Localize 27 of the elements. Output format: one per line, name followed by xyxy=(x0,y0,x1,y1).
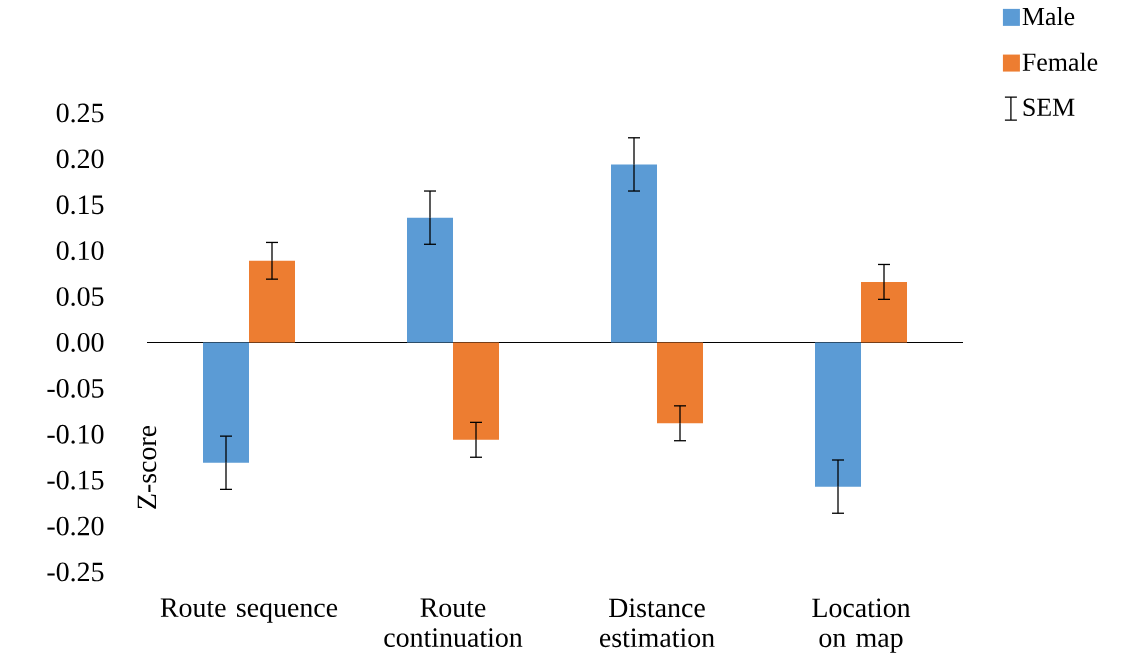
bar xyxy=(815,342,861,487)
bar xyxy=(453,342,499,440)
x-tick-label: Route continuation xyxy=(384,598,523,647)
bar xyxy=(611,164,657,343)
bar xyxy=(407,217,453,343)
y-tick-label: 0.15 xyxy=(56,195,104,215)
bar xyxy=(203,342,249,463)
text: SEM xyxy=(1023,98,1075,117)
bar xyxy=(249,260,295,343)
y-axis-title: Z-score xyxy=(137,425,157,509)
legend-label: Male xyxy=(1022,7,1075,26)
x-tick-label: Distance estimation xyxy=(599,598,715,648)
y-tick-label: 0.20 xyxy=(56,149,104,169)
x-tick-label: Location on map xyxy=(812,598,911,653)
y-tick-label: 0.05 xyxy=(56,287,104,307)
legend-label: Female xyxy=(1022,52,1098,71)
y-tick-label: -0.20 xyxy=(47,516,104,536)
y-tick-label: -0.25 xyxy=(47,562,104,582)
y-tick-label: 0.10 xyxy=(56,241,104,261)
y-tick-label: 0.00 xyxy=(56,333,104,352)
y-tick-label: -0.10 xyxy=(47,424,104,444)
y-tick-label: 0.25 xyxy=(56,103,104,123)
y-tick-label: -0.15 xyxy=(47,470,104,490)
bar xyxy=(861,281,907,343)
bar xyxy=(657,342,703,424)
y-tick-label: -0.05 xyxy=(47,378,104,398)
x-tick-label: Route sequence xyxy=(160,598,338,623)
